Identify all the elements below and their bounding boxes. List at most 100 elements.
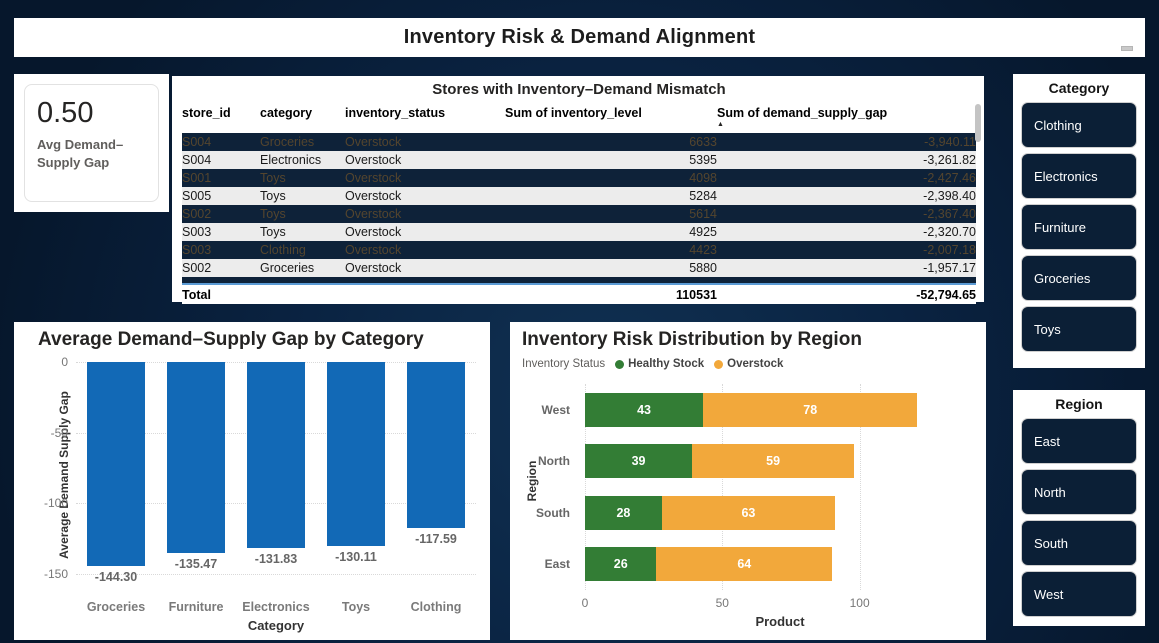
table-cell: -3,261.82 [923, 153, 976, 167]
region-category-label: East [544, 557, 570, 572]
segment-west-healthy-stock[interactable]: 43 [585, 392, 704, 427]
table-cell: -2,320.70 [923, 225, 976, 239]
x-category-label: Electronics [242, 600, 310, 614]
x-category-label: Furniture [168, 600, 224, 614]
legend-dot-icon [615, 359, 625, 369]
table-cell: Toys [260, 189, 286, 203]
segment-south-healthy-stock[interactable]: 28 [585, 495, 662, 530]
table-row[interactable]: S004 Electronics Overstock 5395 -3,261.82 [182, 151, 976, 169]
table-cell: S003 [182, 243, 212, 257]
table-cell: Clothing [260, 243, 306, 257]
kpi-card[interactable]: 0.50 Avg Demand–Supply Gap [24, 84, 159, 202]
slicer-item-toys[interactable]: Toys [1021, 306, 1137, 352]
table-cell: Toys [260, 207, 286, 221]
table-cell: Overstock [345, 171, 402, 185]
table-scrollbar-thumb[interactable] [975, 104, 981, 142]
stacked-bar-row-north: 39 59 [585, 444, 975, 479]
table-cell: Overstock [345, 207, 402, 221]
legend-item-overstock[interactable]: Overstock [714, 358, 783, 370]
bar-furniture[interactable] [167, 362, 225, 554]
segment-north-overstock[interactable]: 59 [692, 444, 855, 479]
table-body: S004 Groceries Overstock 6633 -3,940.11 S004 E… [182, 133, 976, 304]
stacked-chart-x-ticks: 0 50 100 [582, 596, 975, 610]
segment-north-healthy-stock[interactable]: 39 [585, 444, 693, 479]
page-title: Inventory Risk & Demand Alignment [403, 26, 756, 48]
kpi-label: Avg Demand–Supply Gap [37, 137, 124, 170]
column-header-Sum of inventory_level[interactable]: Sum of inventory_level [505, 106, 642, 120]
slicer-item-north[interactable]: North [1021, 469, 1137, 515]
segment-south-overstock[interactable]: 63 [661, 495, 835, 530]
region-slicer: Region East North South West [1013, 390, 1145, 626]
column-header-inventory_status[interactable]: inventory_status [345, 106, 446, 120]
table-cell: S001 [182, 171, 212, 185]
stacked-bar-row-south: 28 63 [585, 495, 975, 530]
x-category-label: Groceries [86, 600, 146, 614]
table-row[interactable]: S002 Groceries Overstock 5880 -1,957.17 [182, 259, 976, 277]
table-row[interactable]: S001 Toys Overstock 4098 -2,427.46 [182, 169, 976, 187]
gridline [859, 384, 861, 590]
column-header-category[interactable]: category [260, 106, 313, 120]
bar-clothing[interactable] [407, 362, 465, 529]
table-cell: -2,367.40 [923, 207, 976, 221]
bar-data-label: -131.83 [254, 552, 298, 567]
table-row[interactable]: S003 Clothing Overstock 4423 -2,007.18 [182, 241, 976, 259]
x-category-label: Clothing [410, 600, 462, 614]
table-cell: Overstock [345, 135, 402, 149]
table-cell: S002 [182, 207, 212, 221]
slicer-item-clothing[interactable]: Clothing [1021, 102, 1137, 148]
legend-title: Inventory Status [522, 358, 606, 370]
sort-ascending-icon: ▲ [717, 121, 724, 128]
slicer-item-electronics[interactable]: Electronics [1021, 153, 1137, 199]
region-category-label: North [538, 454, 570, 469]
table-row[interactable]: S002 Toys Overstock 5614 -2,367.40 [182, 205, 976, 223]
table-cell: Overstock [345, 243, 402, 257]
kpi-value: 0.50 [37, 97, 94, 129]
y-tick-label: -50 [50, 425, 68, 440]
bar-electronics[interactable] [247, 362, 305, 549]
slicer-item-east[interactable]: East [1021, 418, 1137, 464]
category-slicer: Category Clothing Electronics Furniture Gro… [1013, 74, 1145, 368]
bar-toys[interactable] [327, 362, 385, 546]
y-tick-label: -150 [43, 567, 68, 581]
segment-west-overstock[interactable]: 78 [703, 392, 918, 427]
bar-chart-bars: -144.30 -135.47 -131.83 -130.11 -117.59 [76, 362, 476, 584]
slicer-item-furniture[interactable]: Furniture [1021, 204, 1137, 250]
table-row-partial[interactable] [182, 277, 976, 285]
stacked-chart-x-axis-label: Product [755, 614, 805, 629]
table-row[interactable]: S004 Groceries Overstock 6633 -3,940.11 [182, 133, 976, 151]
bar-slot: -131.83 [236, 362, 316, 574]
table-cell: 4925 [689, 225, 717, 239]
slicer-item-south[interactable]: South [1021, 520, 1137, 566]
table-cell: S003 [182, 225, 212, 239]
gridline [722, 384, 724, 590]
table-cell: Toys [260, 171, 286, 185]
gridline [585, 384, 586, 590]
table-cell: 6633 [689, 135, 717, 149]
bar-data-label: -144.30 [94, 569, 138, 584]
column-header-Sum of demand_supply_gap[interactable]: Sum of demand_supply_gap ▲ [717, 106, 976, 128]
slicer-item-west[interactable]: West [1021, 571, 1137, 617]
slicer-item-groceries[interactable]: Groceries [1021, 255, 1137, 301]
region-slicer-title: Region [1055, 396, 1103, 412]
table-cell: 5880 [689, 261, 717, 275]
table-cell: Groceries [260, 261, 315, 275]
bar-slot: -130.11 [316, 362, 396, 574]
table-row[interactable]: S003 Toys Overstock 4925 -2,320.70 [182, 223, 976, 241]
table-cell: -2,007.18 [923, 243, 976, 257]
legend-item-healthy-stock[interactable]: Healthy Stock [615, 358, 704, 370]
column-header-store_id[interactable]: store_id [182, 106, 231, 120]
mismatch-table-panel: Stores with Inventory–Demand Mismatch st… [172, 76, 984, 304]
bar-data-label: -117.59 [415, 532, 457, 547]
category-slicer-items: Clothing Electronics Furniture Groceries Toy… [1021, 102, 1137, 352]
y-tick-label: 0 [61, 355, 68, 369]
bar-chart-y-ticks: 0 -50 -100 -150 [14, 355, 68, 581]
bar-groceries[interactable] [87, 362, 145, 566]
x-tick-label: 50 [715, 596, 729, 610]
segment-east-healthy-stock[interactable]: 26 [585, 547, 657, 582]
segment-east-overstock[interactable]: 64 [656, 547, 833, 582]
table-cell: S005 [182, 189, 212, 203]
table-cell: S002 [182, 261, 212, 275]
stacked-chart-plot-area: 43 78 39 59 28 63 26 64 [585, 384, 975, 590]
table-cell: S004 [182, 135, 212, 149]
table-row[interactable]: S005 Toys Overstock 5284 -2,398.40 [182, 187, 976, 205]
